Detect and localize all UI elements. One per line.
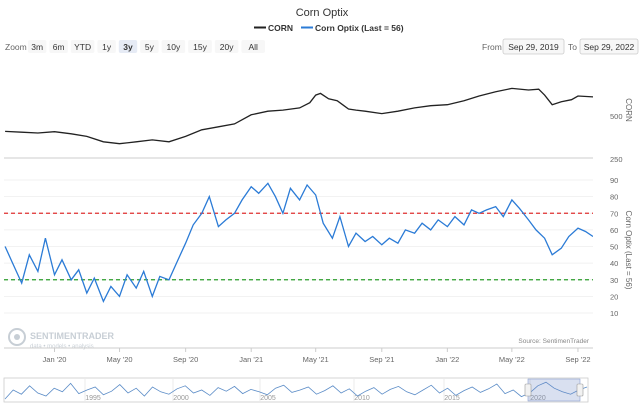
lower-y-tick-90: 90 — [610, 176, 618, 185]
legend-corn-label[interactable]: CORN — [268, 23, 293, 33]
upper-y-tick-500: 500 — [610, 112, 623, 121]
from-date-input[interactable]: Sep 29, 2019 — [508, 42, 559, 52]
watermark-tagline: data • models • analysis — [30, 344, 94, 350]
zoom-button-label-all[interactable]: All — [248, 42, 258, 52]
lower-y-tick-60: 60 — [610, 226, 618, 235]
zoom-button-5y[interactable] — [140, 40, 159, 53]
x-tick-label: May '22 — [499, 355, 525, 364]
x-tick-label: Sep '21 — [369, 355, 394, 364]
x-tick-label: Sep '22 — [565, 355, 590, 364]
lower-y-axis-label: Corn Optix (Last = 56) — [624, 211, 633, 290]
watermark-brand: SENTIMENTRADER — [30, 331, 115, 341]
navigator-frame[interactable] — [3, 377, 589, 403]
zoom-button-label-10y[interactable]: 10y — [167, 42, 181, 52]
lower-y-ticks: 90 80 70 60 50 40 30 20 10 — [610, 176, 618, 318]
navigator-tick-label: 2010 — [354, 395, 370, 402]
lower-gridlines — [4, 179, 593, 314]
zoom-button-label-ytd[interactable]: YTD — [74, 42, 91, 52]
to-label: To — [568, 42, 577, 52]
zoom-label: Zoom — [5, 42, 27, 52]
legend-optix-label[interactable]: Corn Optix (Last = 56) — [315, 23, 404, 33]
x-tick-label: Jan '22 — [435, 355, 459, 364]
x-tick-label: Jan '21 — [239, 355, 263, 364]
zoom-button-label-1y[interactable]: 1y — [102, 42, 112, 52]
watermark-logo-icon — [8, 328, 26, 346]
navigator-series-line — [4, 381, 588, 400]
lower-y-tick-50: 50 — [610, 243, 618, 252]
zoom-button-15y[interactable] — [188, 40, 212, 53]
navigator-tick-label: 1995 — [85, 395, 101, 402]
navigator-right-handle[interactable] — [576, 383, 584, 397]
watermark-logo-dot-icon — [14, 334, 20, 340]
lower-y-tick-40: 40 — [610, 259, 618, 268]
zoom-button-10y[interactable] — [161, 40, 186, 53]
navigator-tick-label: 2005 — [260, 395, 276, 402]
upper-y-tick-250: 250 — [610, 155, 623, 164]
chart-legend[interactable]: CORN Corn Optix (Last = 56) — [254, 23, 404, 33]
zoom-button-20y[interactable] — [214, 40, 239, 53]
navigator-tick-label: 2020 — [530, 395, 546, 402]
to-input-box[interactable] — [579, 38, 639, 55]
lower-y-tick-80: 80 — [610, 193, 618, 202]
lower-y-tick-70: 70 — [610, 209, 618, 218]
x-tick-label: May '20 — [107, 355, 133, 364]
zoom-button-all[interactable] — [241, 40, 265, 53]
corn-series-line — [5, 87, 593, 145]
zoom-button-label-3m[interactable]: 3m — [31, 42, 43, 52]
zoom-button-group: 3m 6m YTD 1y 3y 5y 10y 15y 20y All — [28, 40, 265, 53]
chart-title: Corn Optix — [296, 7, 349, 19]
zoom-button-label-3y[interactable]: 3y — [123, 42, 133, 52]
zoom-button-3y[interactable] — [118, 40, 138, 53]
x-tick-label: Jan '20 — [43, 355, 67, 364]
upper-y-axis-label: CORN — [624, 98, 633, 122]
sentimentrader-watermark: SENTIMENTRADER data • models • analysis — [8, 328, 115, 350]
navigator-left-handle[interactable] — [524, 383, 532, 397]
zoom-button-label-5y[interactable]: 5y — [145, 42, 155, 52]
x-axis-ticks: Jan '20 May '20 Sep '20 Jan '21 May '21 Sep '… — [43, 348, 591, 364]
x-tick-label: Sep '20 — [173, 355, 198, 364]
zoom-button-label-20y[interactable]: 20y — [220, 42, 234, 52]
upper-y-ticks: 500 250 — [610, 112, 623, 164]
zoom-button-label-15y[interactable]: 15y — [193, 42, 207, 52]
lower-y-tick-30: 30 — [610, 276, 618, 285]
from-label: From — [482, 42, 502, 52]
zoom-button-3m[interactable] — [28, 40, 47, 53]
zoom-button-6m[interactable] — [49, 40, 68, 53]
navigator-selection[interactable] — [527, 378, 581, 402]
from-input-box[interactable] — [502, 38, 565, 55]
navigator-tick-label: 2015 — [444, 395, 460, 402]
zoom-button-label-6m[interactable]: 6m — [53, 42, 65, 52]
navigator-tick-label: 2000 — [173, 395, 189, 402]
zoom-button-ytd[interactable] — [70, 40, 95, 53]
lower-y-tick-10: 10 — [610, 309, 618, 318]
x-tick-label: May '21 — [303, 355, 329, 364]
optix-series-line — [4, 182, 593, 303]
zoom-button-1y[interactable] — [97, 40, 116, 53]
chart-credits: Source: SentimenTrader — [518, 338, 589, 345]
to-date-input[interactable]: Sep 29, 2022 — [584, 42, 635, 52]
lower-y-tick-20: 20 — [610, 292, 618, 301]
